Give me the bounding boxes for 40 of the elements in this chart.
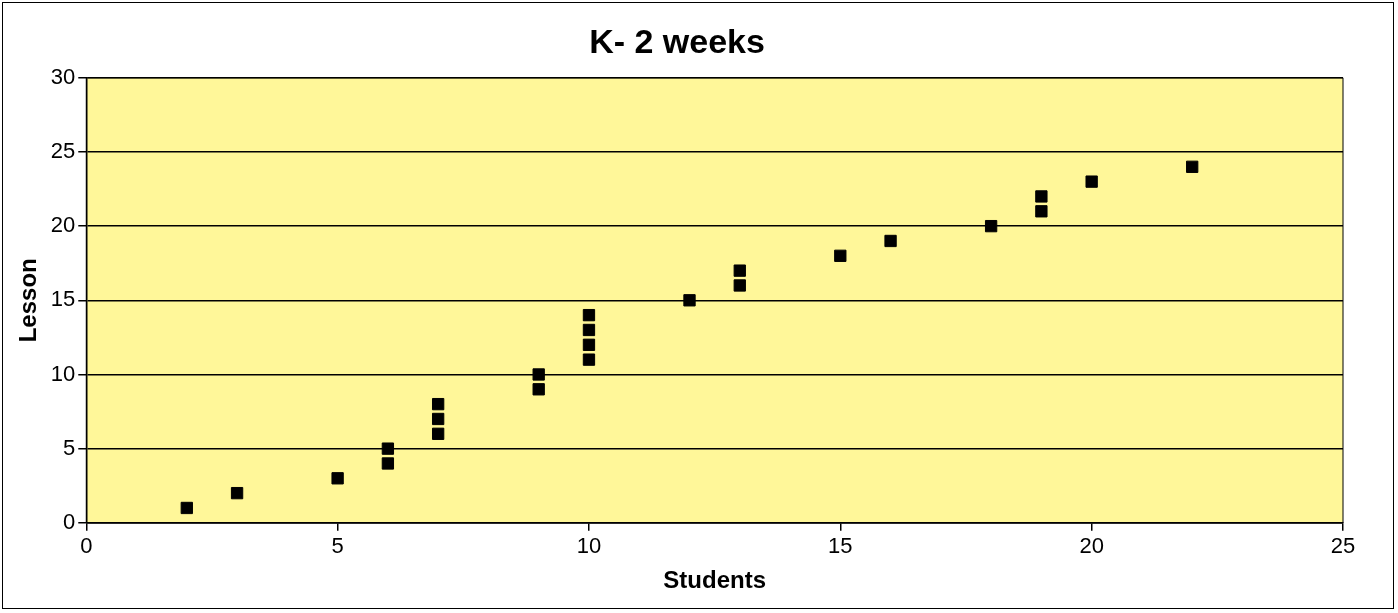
point <box>381 457 395 470</box>
x-tick-label: 15 <box>828 533 853 559</box>
y-tick-label: 5 <box>63 434 76 460</box>
y-axis-title: Lesson <box>14 258 42 343</box>
point <box>1085 175 1098 188</box>
point <box>884 234 897 248</box>
point <box>683 294 696 307</box>
point <box>1035 205 1048 218</box>
point <box>582 338 596 351</box>
x-tick-label: 10 <box>576 533 602 559</box>
point <box>834 249 847 262</box>
point <box>532 383 545 396</box>
y-tick-label: 30 <box>50 63 76 89</box>
y-tick-label: 10 <box>50 360 76 386</box>
point <box>432 397 445 411</box>
point <box>381 442 395 455</box>
point <box>230 486 244 500</box>
point <box>180 501 193 515</box>
y-tick-label: 25 <box>50 138 76 164</box>
x-axis-title: Students <box>663 566 766 594</box>
y-tick-label: 0 <box>63 508 76 534</box>
point <box>582 323 596 337</box>
point <box>582 308 596 322</box>
y-tick-label: 20 <box>50 212 76 238</box>
y-tick-label: 15 <box>50 286 76 312</box>
point <box>331 472 344 485</box>
point <box>432 427 445 440</box>
point <box>1035 190 1048 203</box>
point <box>733 264 746 277</box>
point <box>532 368 545 381</box>
x-tick-label: 5 <box>331 533 344 559</box>
x-tick-label: 20 <box>1079 533 1104 559</box>
x-tick-label: 25 <box>1330 533 1356 559</box>
x-tick-label: 0 <box>80 533 93 559</box>
point <box>733 279 746 292</box>
point <box>432 412 445 426</box>
chart-title: K- 2 weeks <box>589 21 765 60</box>
point <box>984 219 998 233</box>
point <box>1186 160 1199 173</box>
point <box>582 353 596 366</box>
